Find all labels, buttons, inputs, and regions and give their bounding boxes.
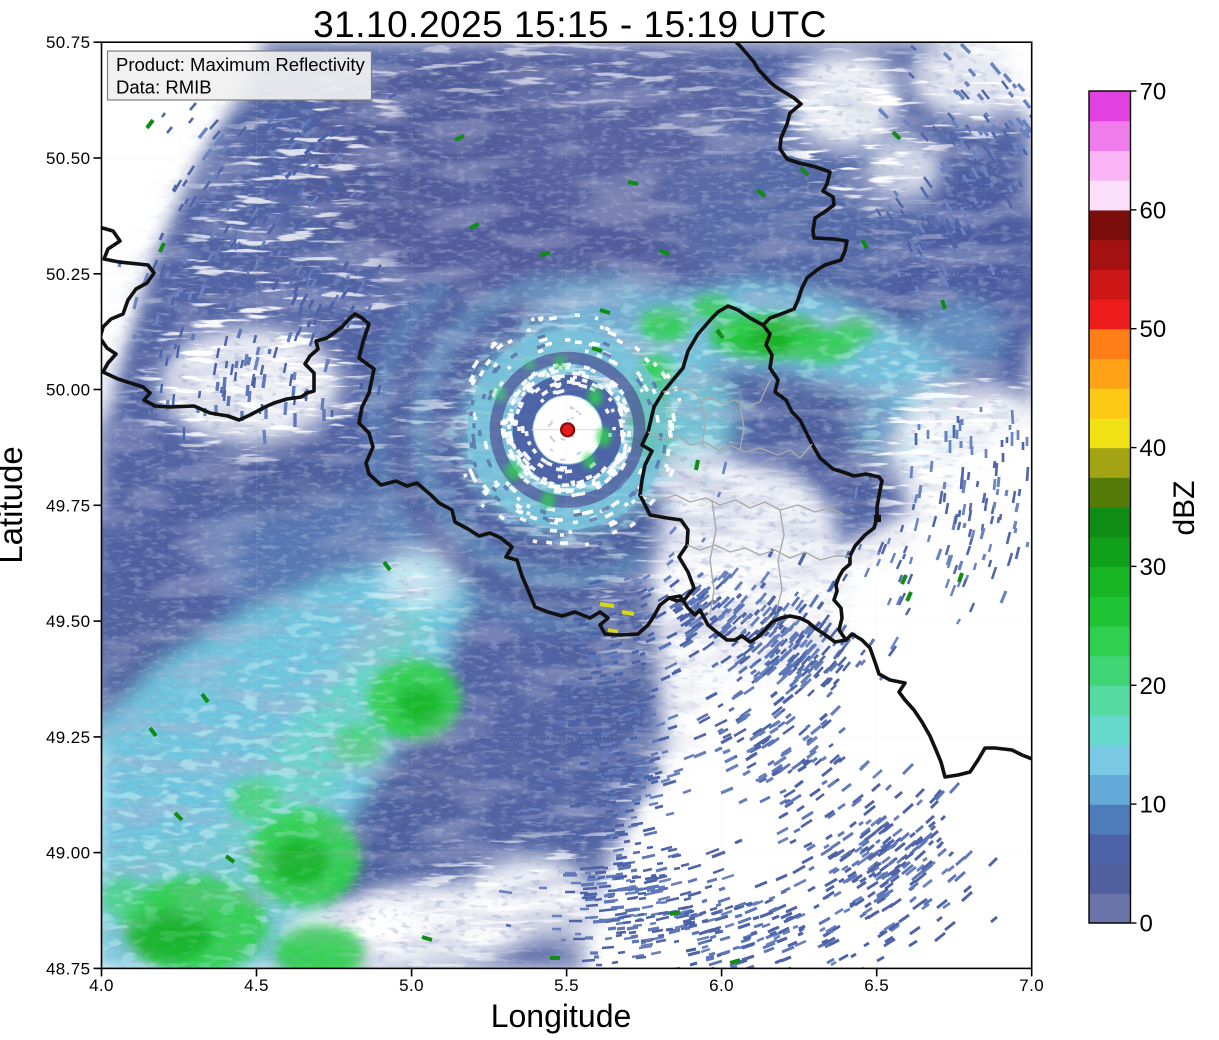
svg-text:60: 60 [1140, 197, 1167, 224]
svg-text:48.75: 48.75 [46, 959, 91, 978]
svg-text:6.5: 6.5 [864, 976, 889, 995]
svg-text:50.75: 50.75 [46, 33, 91, 52]
svg-text:4.0: 4.0 [89, 976, 114, 995]
svg-text:4.5: 4.5 [244, 976, 269, 995]
svg-text:49.50: 49.50 [46, 612, 91, 631]
svg-text:49.75: 49.75 [46, 496, 91, 515]
svg-text:Longitude: Longitude [491, 998, 632, 1034]
svg-text:50.25: 50.25 [46, 265, 91, 284]
svg-text:Product: Maximum Reflectivity: Product: Maximum Reflectivity [116, 54, 366, 75]
svg-text:40: 40 [1140, 435, 1167, 462]
svg-text:6.0: 6.0 [709, 976, 734, 995]
svg-text:50.50: 50.50 [46, 149, 91, 168]
svg-text:Latitude: Latitude [0, 446, 29, 563]
svg-text:30: 30 [1140, 554, 1167, 581]
svg-text:10: 10 [1140, 792, 1167, 819]
svg-text:50: 50 [1140, 316, 1167, 343]
svg-text:50.00: 50.00 [46, 381, 91, 400]
svg-text:49.00: 49.00 [46, 844, 91, 863]
svg-text:0: 0 [1140, 911, 1153, 938]
svg-text:Data: RMIB: Data: RMIB [116, 77, 212, 98]
svg-text:dBZ: dBZ [1168, 480, 1201, 535]
svg-text:7.0: 7.0 [1019, 976, 1044, 995]
svg-text:49.25: 49.25 [46, 728, 91, 747]
svg-text:5.0: 5.0 [399, 976, 424, 995]
svg-text:31.10.2025 15:15 - 15:19 UTC: 31.10.2025 15:15 - 15:19 UTC [313, 4, 827, 45]
svg-text:5.5: 5.5 [554, 976, 579, 995]
svg-text:70: 70 [1140, 79, 1167, 106]
svg-text:20: 20 [1140, 673, 1167, 700]
